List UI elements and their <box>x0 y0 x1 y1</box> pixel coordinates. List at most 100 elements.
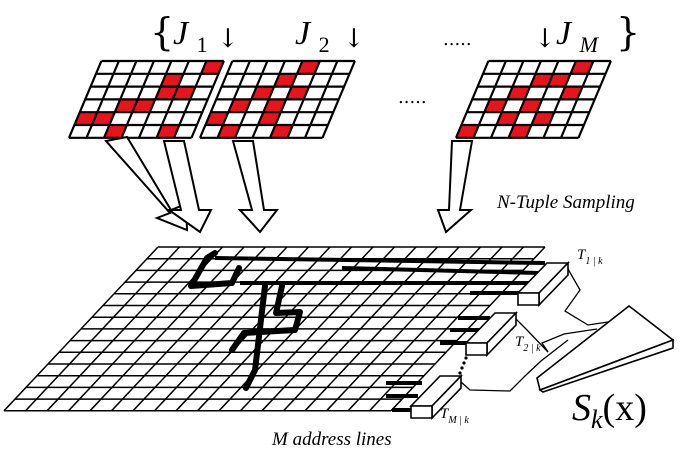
sampled-cell <box>257 112 281 125</box>
sampled-cell <box>74 112 98 125</box>
sampled-cell <box>507 86 531 100</box>
grid-column-line <box>190 60 225 139</box>
sampled-cell <box>270 125 293 138</box>
ram-ellipsis <box>458 356 468 375</box>
sampled-cell <box>496 112 520 125</box>
sampled-cell <box>570 61 594 74</box>
grid-column-line <box>524 60 560 139</box>
grid-column-line <box>303 60 339 139</box>
sampled-cell <box>519 99 543 113</box>
grid-column-line <box>198 60 234 139</box>
grid-column-line <box>577 60 612 139</box>
grid-column-line <box>325 246 482 412</box>
sampled-cell <box>251 86 275 100</box>
sampled-cell <box>484 99 508 113</box>
sampled-cell <box>91 112 115 125</box>
tuple-label-j2-symbol: J <box>295 15 312 52</box>
grid-column-line <box>155 60 190 139</box>
wire-2 <box>515 318 598 353</box>
sampled-cell <box>274 73 297 87</box>
sampled-cell <box>286 86 310 100</box>
grid-column-line <box>321 60 356 139</box>
grid-column-line <box>172 60 208 139</box>
output-label: Sk(x) <box>572 387 647 434</box>
grid-column-line <box>24 246 181 412</box>
tuple-label-j2-subscript: 2 <box>319 32 330 57</box>
down-arrow-m: ↓ <box>534 24 556 54</box>
grid-column-line <box>46 246 202 412</box>
grid-column-line <box>559 60 595 139</box>
grid-column-line <box>347 246 503 412</box>
grid-column-line <box>286 60 321 139</box>
sampled-cell <box>172 86 196 100</box>
grid-column-line <box>3 246 159 412</box>
sampled-cell <box>156 125 180 138</box>
summation-node <box>536 304 675 393</box>
set-open-brace: { <box>150 10 174 54</box>
sampled-cell <box>559 86 583 100</box>
address-lines <box>214 256 546 412</box>
grid-column-line <box>282 246 439 412</box>
sampled-cell <box>228 99 252 113</box>
hollow-arrow-icon <box>436 140 474 234</box>
sampling-arrows <box>104 135 474 234</box>
grid-column-line <box>102 60 138 139</box>
down-arrow-2: ↓ <box>343 24 365 54</box>
address-line <box>341 266 541 275</box>
tuple-label-j1-symbol: J <box>173 15 190 52</box>
grid-column-line <box>89 246 245 412</box>
sampled-cell <box>297 61 320 74</box>
tuple-label-j1-subscript: 1 <box>197 32 208 57</box>
grid-column-line <box>110 246 267 412</box>
sampled-cell <box>508 125 532 138</box>
sampled-cell <box>456 125 479 138</box>
wire-m <box>460 339 569 392</box>
tuple-grids <box>67 59 612 139</box>
sampled-cell <box>205 112 229 125</box>
tuple-label-j1: J 1 <box>173 15 208 57</box>
sampled-cell <box>160 73 184 87</box>
ram-label-m: TM | k <box>440 406 469 426</box>
grid-column-line <box>489 60 525 139</box>
tuple-label-jm-subscript: M <box>579 32 600 57</box>
grid-column-line <box>261 246 417 412</box>
sampled-cell <box>547 73 571 87</box>
grid-column-line <box>120 60 155 139</box>
tuple-label-jm-symbol: J <box>556 15 573 52</box>
grid-column-line <box>542 60 577 139</box>
sampled-cell <box>155 86 179 100</box>
grid-column-line <box>454 60 490 139</box>
address-line <box>214 256 546 265</box>
ram-block-m <box>409 374 463 420</box>
sampled-cell <box>217 125 241 138</box>
grid-column-line <box>132 246 288 412</box>
address-lines-label: M address lines <box>271 429 392 450</box>
ram-blocks <box>409 261 570 420</box>
grid-column-line <box>251 60 286 139</box>
down-arrow-1: ↓ <box>217 24 239 54</box>
ellipsis-top: ..... <box>443 29 472 50</box>
ram-label-2: T2 | k <box>515 334 541 354</box>
ram-block-1 <box>516 261 570 307</box>
ellipsis-mid: ..... <box>398 87 427 108</box>
grid-column-line <box>304 246 460 412</box>
grid-column-line <box>233 60 269 139</box>
grid-column-line <box>85 60 120 139</box>
wire-1 <box>564 268 609 326</box>
grid-column-line <box>175 246 331 412</box>
grid-column-line <box>472 60 507 139</box>
hollow-arrow-icon <box>162 140 213 234</box>
hollow-arrow-icon <box>231 140 280 234</box>
grid-column-line <box>216 60 251 139</box>
ram-label-1: T1 | k <box>577 247 603 267</box>
sampling-label: N-Tuple Sampling <box>496 192 635 213</box>
grid-column-line <box>507 60 542 139</box>
sampled-cell <box>201 61 224 74</box>
grid-column-line <box>137 60 173 139</box>
sampled-cell <box>114 99 138 113</box>
set-close-brace: } <box>616 10 640 54</box>
tuple-grid-3 <box>454 59 612 139</box>
sampled-cell <box>531 112 555 125</box>
sampled-cell <box>132 99 156 113</box>
